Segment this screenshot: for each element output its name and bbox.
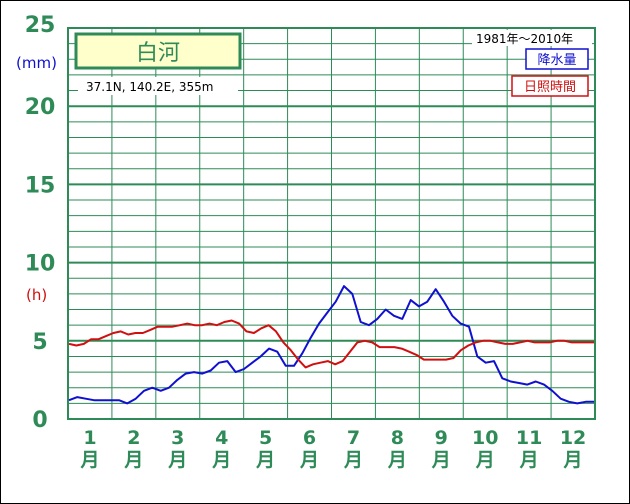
x-tick-label: 9 [435, 427, 448, 449]
series-line-precip [68, 285, 594, 405]
x-tick-suffix: 月 [431, 449, 451, 471]
y-tick-label: 15 [25, 173, 56, 198]
x-tick-label: 10 [472, 427, 498, 449]
legend-precip: 降水量 [537, 53, 576, 68]
grid-major [68, 105, 595, 342]
period-label: 1981年〜2010年 [476, 32, 573, 46]
x-tick-suffix: 月 [79, 449, 99, 471]
x-tick-label: 5 [259, 427, 272, 449]
x-tick-label: 3 [171, 427, 184, 449]
x-tick-suffix: 月 [387, 449, 407, 471]
y-axis-ticks: 0 5 10 15 20 25 [25, 13, 56, 433]
series-line-sun [68, 319, 594, 369]
x-tick-label: 12 [560, 427, 586, 449]
legend-sun-box [511, 75, 589, 97]
period-bg [472, 30, 592, 46]
x-tick-suffix: 月 [519, 449, 539, 471]
x-tick-suffix: 月 [299, 449, 319, 471]
x-tick-label: 8 [391, 427, 404, 449]
y-tick-label: 20 [25, 95, 56, 120]
y-tick-label: 0 [32, 408, 47, 433]
x-tick-suffix: 月 [343, 449, 363, 471]
x-tick-suffix: 月 [563, 449, 583, 471]
station-name: 白河 [136, 41, 180, 66]
precip-unit: (mm) [16, 54, 57, 72]
x-tick-suffix: 月 [167, 449, 187, 471]
series-lines [68, 285, 594, 405]
station-title-box [74, 32, 242, 70]
x-tick-suffix: 月 [123, 449, 143, 471]
legend-sun: 日照時間 [524, 80, 576, 95]
x-tick-suffix: 月 [211, 449, 231, 471]
x-tick-label: 2 [127, 427, 140, 449]
x-tick-label: 4 [215, 427, 228, 449]
y-tick-label: 10 [25, 252, 56, 277]
x-tick-label: 1 [83, 427, 96, 449]
x-tick-label: 7 [347, 427, 360, 449]
y-tick-label: 25 [25, 13, 56, 38]
sun-unit: (h) [26, 286, 47, 304]
x-tick-suffix: 月 [475, 449, 495, 471]
y-tick-label: 5 [32, 330, 47, 355]
legend-precip-box [525, 48, 589, 70]
x-tick-label: 11 [516, 427, 542, 449]
coords-bg [78, 77, 238, 95]
x-tick-suffix: 月 [255, 449, 275, 471]
station-coords: 37.1N, 140.2E, 355m [86, 80, 213, 94]
x-tick-label: 6 [303, 427, 316, 449]
